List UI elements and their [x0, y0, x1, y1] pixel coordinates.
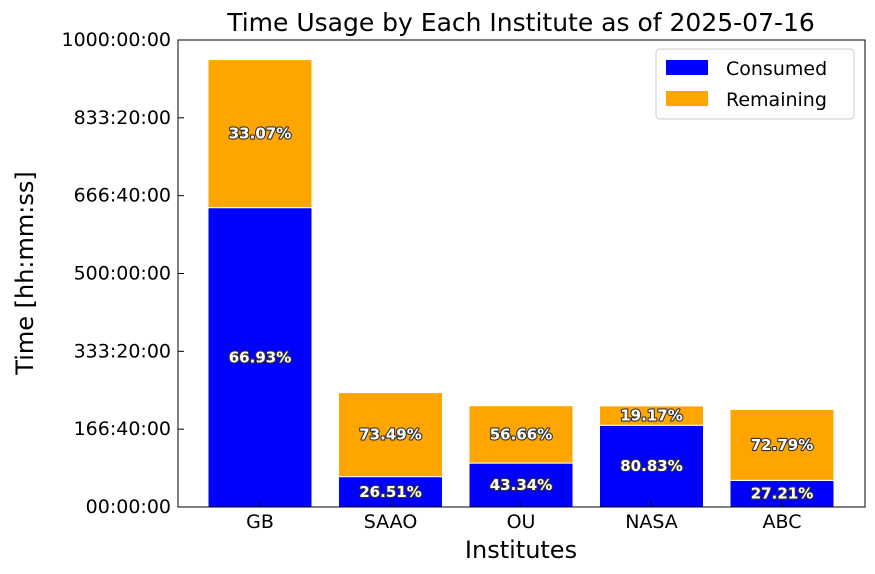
- percent-label-remaining-gb: 33.07%: [229, 125, 291, 143]
- chart-title: Time Usage by Each Institute as of 2025-…: [226, 8, 815, 37]
- legend: Consumed Remaining: [655, 48, 855, 120]
- legend-label-remaining: Remaining: [726, 89, 827, 111]
- percent-label-remaining-saao: 73.49%: [359, 426, 421, 444]
- bar-remaining-abc: [729, 408, 835, 481]
- x-tick-label-abc: ABC: [763, 511, 802, 533]
- y-tick-label: 1000:00:00: [61, 29, 171, 51]
- y-axis-label: Time [hh:mm:ss]: [11, 171, 39, 375]
- legend-swatch-consumed: [666, 60, 708, 75]
- y-tick-label: 00:00:00: [86, 496, 171, 518]
- percent-labels-layer: 66.93% 33.07% 26.51% 73.49% 43.34% 56.66% 80.8…: [228, 124, 815, 504]
- y-tick-label: 166:40:00: [74, 418, 171, 440]
- percent-label-remaining-ou: 56.66%: [490, 425, 552, 443]
- percent-label-consumed-saao: 26.51%: [359, 483, 421, 501]
- bar-remaining-gb: [207, 59, 313, 209]
- percent-label-consumed-ou: 43.34%: [490, 476, 552, 494]
- percent-label-remaining-abc: 72.79%: [751, 436, 813, 454]
- x-tick-label-saao: SAAO: [364, 511, 418, 533]
- y-tick-label: 333:20:00: [74, 340, 171, 362]
- percent-label-consumed-gb: 66.93%: [229, 348, 291, 366]
- legend-swatch-remaining: [666, 91, 708, 106]
- x-axis-label: Institutes: [465, 536, 577, 564]
- y-tick-label: 833:20:00: [74, 107, 171, 129]
- bar-remaining-ou: [468, 405, 574, 464]
- x-tick-label-nasa: NASA: [625, 511, 678, 533]
- bar-consumed-gb: [207, 207, 313, 508]
- percent-label-consumed-nasa: 80.83%: [620, 457, 682, 475]
- percent-label-remaining-nasa: 19.17%: [620, 407, 682, 425]
- x-axis-ticks: GB SAAO OU NASA ABC: [246, 501, 801, 533]
- y-axis-ticks: 00:00:00 166:40:00 333:20:00 500:00:00 666:4…: [61, 29, 184, 518]
- bars-layer: [207, 59, 835, 508]
- x-tick-label-gb: GB: [246, 511, 274, 533]
- y-tick-label: 666:40:00: [74, 185, 171, 207]
- y-tick-label: 500:00:00: [74, 263, 171, 285]
- bar-remaining-nasa: [599, 405, 704, 426]
- bar-remaining-saao: [338, 392, 443, 478]
- percent-label-consumed-abc: 27.21%: [751, 485, 813, 503]
- x-tick-label-ou: OU: [507, 511, 536, 533]
- legend-label-consumed: Consumed: [726, 58, 827, 80]
